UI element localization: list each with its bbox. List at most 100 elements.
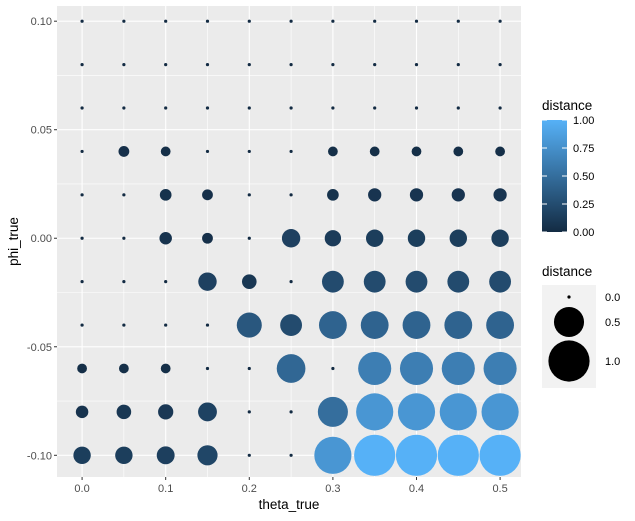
- data-point: [247, 410, 251, 414]
- data-point: [115, 446, 133, 465]
- data-point: [118, 146, 130, 157]
- data-point: [331, 19, 335, 23]
- legend-colorbar: distance 1.00 0.75 0.50 0.25 0.00: [542, 98, 594, 239]
- data-point: [80, 323, 84, 327]
- data-point: [498, 63, 502, 67]
- data-point: [247, 106, 251, 110]
- data-point: [118, 363, 129, 374]
- data-point: [414, 19, 419, 23]
- legend-size-label: 0.0: [605, 292, 620, 304]
- legend-size-label: 1.0: [605, 356, 620, 368]
- data-point: [314, 436, 352, 474]
- data-point: [414, 63, 419, 67]
- data-point: [198, 402, 217, 422]
- data-point: [405, 270, 428, 293]
- x-axis-title: theta_true: [259, 497, 320, 512]
- data-point: [493, 188, 507, 202]
- data-point: [160, 363, 171, 374]
- data-points: [73, 19, 521, 476]
- colorbar-label: 0.75: [573, 143, 594, 155]
- data-point: [491, 229, 509, 247]
- data-point: [164, 323, 168, 327]
- data-point: [280, 314, 303, 336]
- data-point: [289, 453, 293, 457]
- data-point: [122, 106, 126, 110]
- data-point: [159, 188, 172, 201]
- y-tick-label: 0.10: [31, 16, 52, 28]
- data-point: [407, 229, 426, 247]
- data-point: [369, 146, 380, 157]
- data-point: [205, 19, 210, 23]
- data-point: [158, 404, 174, 420]
- data-point: [247, 366, 251, 371]
- colorbar-label: 0.25: [573, 199, 594, 211]
- y-tick-label: 0.05: [31, 125, 52, 137]
- y-tick-label: -0.10: [27, 450, 52, 462]
- data-point: [202, 232, 213, 244]
- data-point: [80, 193, 84, 197]
- data-point: [331, 63, 335, 67]
- data-point: [122, 323, 126, 327]
- data-point: [411, 146, 422, 157]
- data-point: [317, 396, 348, 427]
- data-point: [205, 323, 210, 327]
- data-point: [437, 434, 479, 476]
- data-point: [402, 311, 431, 339]
- data-point: [327, 188, 339, 201]
- data-point: [456, 106, 460, 110]
- data-point: [241, 274, 257, 289]
- y-axis-title: phi_true: [6, 217, 21, 266]
- data-point: [205, 63, 210, 67]
- data-point: [122, 236, 126, 240]
- colorbar-ticks: 1.00 0.75 0.50 0.25 0.00: [542, 115, 594, 239]
- data-point: [247, 63, 251, 67]
- data-point: [331, 366, 335, 371]
- data-point: [360, 311, 389, 339]
- x-tick-label: 0.3: [325, 483, 340, 495]
- data-point: [479, 434, 521, 476]
- data-point: [164, 63, 168, 67]
- data-point: [368, 188, 382, 202]
- data-point: [289, 149, 293, 154]
- data-point: [373, 106, 377, 110]
- data-point: [498, 106, 502, 110]
- y-axis: 0.10 0.05 0.00 -0.05 -0.10: [27, 16, 57, 462]
- data-point: [356, 393, 394, 431]
- data-point: [318, 311, 347, 339]
- data-point: [373, 63, 377, 67]
- data-point: [80, 280, 84, 284]
- y-tick-label: -0.05: [27, 342, 52, 354]
- data-point: [236, 312, 262, 338]
- data-point: [122, 193, 126, 197]
- data-point: [122, 19, 126, 23]
- data-point: [281, 229, 301, 248]
- x-tick-label: 0.1: [158, 483, 173, 495]
- data-point: [453, 146, 464, 157]
- data-point: [159, 231, 172, 245]
- data-point: [247, 149, 251, 154]
- data-point: [156, 446, 175, 465]
- x-tick-label: 0.5: [492, 483, 507, 495]
- colorbar-label: 0.00: [573, 227, 594, 239]
- data-point: [122, 280, 126, 284]
- data-point: [441, 351, 475, 386]
- legend-size-keys: 0.0 0.5 1.0: [548, 292, 620, 382]
- data-point: [77, 363, 87, 374]
- data-point: [197, 445, 218, 466]
- legend-colorbar-title: distance: [542, 98, 592, 113]
- data-point: [247, 193, 251, 197]
- data-point: [354, 434, 396, 476]
- data-point: [160, 146, 171, 157]
- data-point: [495, 146, 505, 157]
- data-point: [289, 106, 293, 110]
- data-point: [80, 19, 84, 23]
- colorbar-label: 1.00: [573, 115, 594, 127]
- data-point: [80, 63, 84, 67]
- data-point: [289, 410, 293, 414]
- data-point: [399, 351, 434, 386]
- x-tick-label: 0.4: [409, 483, 424, 495]
- data-point: [205, 149, 210, 154]
- legend-size-label: 0.5: [605, 317, 620, 329]
- data-point: [276, 354, 306, 383]
- legend-size-key: [567, 295, 571, 299]
